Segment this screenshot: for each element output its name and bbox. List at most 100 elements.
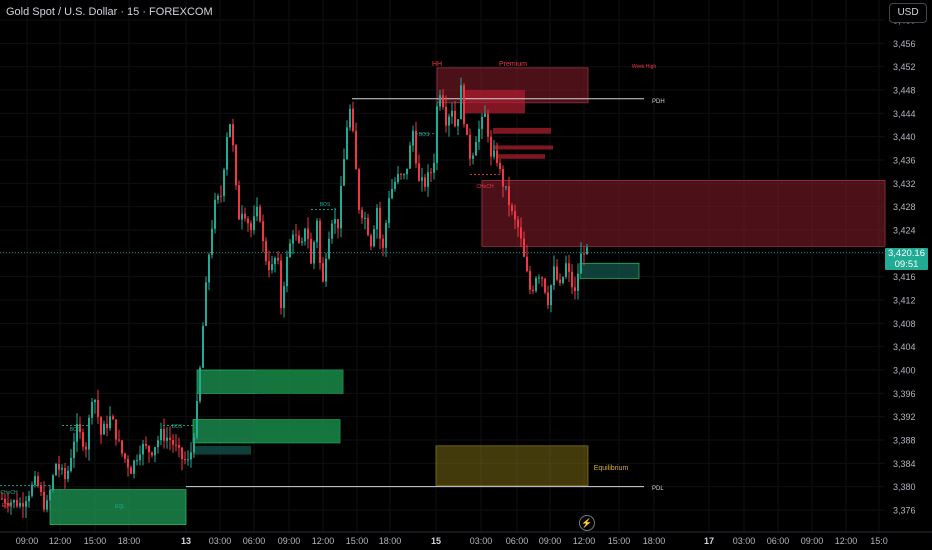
candle-body-up: [289, 243, 291, 257]
price-axis[interactable]: 3,4603,4563,4523,4483,4443,4403,4363,432…: [893, 16, 916, 516]
candle-body-down: [307, 228, 309, 239]
time-tick-label: 15:00: [84, 536, 107, 546]
candle-body-up: [109, 416, 111, 429]
candle-body-down: [115, 419, 117, 440]
candle-body-up: [67, 470, 69, 480]
candle-body-down: [97, 399, 99, 418]
annotation-label: PDH: [652, 99, 665, 105]
time-tick-label: 09:00: [801, 536, 824, 546]
demand-sub-zone: [193, 445, 251, 455]
price-tick-label: 3,404: [893, 342, 916, 352]
candle-body-up: [160, 428, 162, 441]
candle-body-up: [46, 500, 48, 510]
candle-body-up: [94, 399, 96, 403]
candle-body-down: [145, 443, 147, 446]
currency-button[interactable]: USD: [889, 3, 927, 23]
candle-body-up: [391, 188, 393, 199]
price-tick-label: 3,440: [893, 132, 916, 142]
candle-body-down: [511, 205, 513, 212]
candle-body-down: [184, 458, 186, 460]
annotation-label: HH: [432, 61, 442, 68]
candle-body-down: [352, 108, 354, 131]
candle-body-up: [286, 256, 288, 287]
candle-body-down: [151, 452, 153, 456]
candle-body-down: [178, 445, 180, 448]
candle-body-down: [358, 169, 360, 210]
candle-body-up: [34, 476, 36, 485]
candle-body-up: [481, 116, 483, 129]
candle-body-down: [469, 134, 471, 159]
candle-body-up: [52, 475, 54, 491]
candle-body-up: [25, 501, 27, 507]
price-tick-label: 3,428: [893, 202, 916, 212]
candle-body-up: [403, 174, 405, 176]
candle-body-down: [124, 453, 126, 459]
candle-body-up: [505, 186, 507, 188]
candle-body-up: [49, 490, 51, 501]
candle-body-up: [427, 172, 429, 187]
candle-body-up: [187, 459, 189, 461]
candle-body-up: [10, 502, 12, 506]
candle-body-up: [88, 417, 90, 450]
candle-body-up: [364, 217, 366, 219]
candle-body-up: [325, 258, 327, 282]
candle-body-down: [463, 85, 465, 125]
candle-body-up: [241, 213, 243, 220]
candle-body-up: [475, 141, 477, 156]
candle-body-down: [232, 124, 234, 146]
candle-body-down: [526, 256, 528, 272]
candle-body-up: [226, 136, 228, 170]
zone-supply: [436, 67, 589, 104]
candle-body-down: [235, 145, 237, 186]
candle-body-down: [238, 185, 240, 220]
price-tick-label: 3,452: [893, 62, 916, 72]
candle-body-up: [313, 242, 315, 264]
candle-body-up: [334, 219, 336, 224]
annotation-label: BOS: [320, 202, 331, 208]
candle-body-up: [580, 253, 582, 274]
candle-body-down: [418, 163, 420, 181]
candle-body-down: [361, 209, 363, 219]
annotations-layer: HH Premium Week High PDH BOS BOS BOS BOS CHoCH CH…: [0, 61, 665, 510]
candle-body-down: [424, 177, 426, 187]
lightning-icon[interactable]: ⚡: [579, 515, 595, 531]
candle-body-down: [298, 235, 300, 243]
candle-body-up: [586, 247, 588, 255]
candle-body-down: [106, 423, 108, 429]
candle-body-up: [301, 241, 303, 243]
candle-body-up: [76, 424, 78, 442]
annotation-label: EQL: [115, 504, 125, 510]
candle-body-up: [478, 128, 480, 142]
time-tick-label: 15: [431, 536, 441, 546]
candle-body-down: [310, 238, 312, 264]
supply-sub-zone: [463, 90, 525, 114]
candle-body-down: [244, 213, 246, 219]
annotation-label: Equilibrium: [594, 465, 629, 472]
candle-body-up: [436, 106, 438, 163]
time-tick-label: 03:00: [209, 536, 232, 546]
price-tick-label: 3,380: [893, 482, 916, 492]
candle-body-up: [421, 177, 423, 181]
candle-body-up: [412, 130, 414, 146]
price-tick-label: 3,396: [893, 389, 916, 399]
candle-body-up: [91, 402, 93, 418]
candle-body-up: [304, 228, 306, 242]
candle-body-down: [487, 113, 489, 137]
candle-body-down: [499, 162, 501, 170]
candle-body-up: [13, 500, 15, 503]
time-axis[interactable]: 09:00 12:00 15:00 18:00 13 03:00 06:00 09:00 12:…: [16, 536, 888, 546]
candle-body-down: [508, 186, 510, 206]
time-tick-label: 09:00: [16, 536, 39, 546]
candle-body-up: [373, 229, 375, 247]
candle-body-up: [316, 220, 318, 243]
candle-body-up: [553, 266, 555, 286]
candle-body-down: [571, 271, 573, 288]
candle-body-down: [22, 503, 24, 507]
price-tick-label: 3,408: [893, 319, 916, 329]
candle-body-up: [331, 223, 333, 239]
candle-body-down: [415, 130, 417, 164]
candle-body-up: [562, 276, 564, 284]
supply-sub-zone: [496, 154, 545, 159]
candle-body-down: [175, 444, 177, 446]
